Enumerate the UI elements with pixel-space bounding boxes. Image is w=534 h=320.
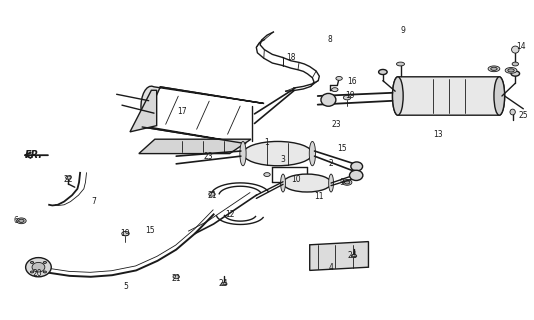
Ellipse shape: [43, 261, 46, 263]
Ellipse shape: [328, 174, 333, 192]
Ellipse shape: [349, 170, 363, 180]
Text: 12: 12: [225, 210, 234, 219]
Ellipse shape: [510, 109, 515, 115]
Text: 2: 2: [329, 159, 333, 168]
Ellipse shape: [512, 62, 519, 66]
Text: 5: 5: [123, 282, 128, 291]
Text: FR.: FR.: [25, 150, 43, 160]
Text: 18: 18: [286, 53, 296, 62]
Ellipse shape: [379, 69, 387, 75]
Text: 24: 24: [348, 252, 357, 260]
Text: 23: 23: [332, 120, 341, 129]
Ellipse shape: [344, 181, 350, 184]
Ellipse shape: [283, 174, 331, 192]
Text: 19: 19: [345, 92, 355, 100]
Ellipse shape: [491, 67, 497, 70]
Text: 6: 6: [13, 216, 19, 225]
Text: 8: 8: [328, 36, 332, 44]
Text: 24: 24: [218, 279, 228, 288]
Text: 4: 4: [328, 263, 334, 272]
Ellipse shape: [30, 271, 34, 273]
Text: 9: 9: [339, 178, 344, 187]
Text: 13: 13: [433, 130, 443, 139]
Text: 1: 1: [265, 138, 269, 147]
Ellipse shape: [209, 192, 215, 196]
Ellipse shape: [332, 88, 338, 92]
Text: 19: 19: [121, 229, 130, 238]
Ellipse shape: [351, 162, 363, 171]
Ellipse shape: [488, 66, 500, 72]
Text: 3: 3: [280, 156, 286, 164]
Ellipse shape: [351, 254, 357, 258]
Ellipse shape: [19, 219, 24, 222]
Text: 15: 15: [337, 144, 347, 153]
Ellipse shape: [309, 141, 316, 166]
Text: 21: 21: [171, 274, 181, 283]
Text: 11: 11: [315, 192, 324, 201]
Polygon shape: [310, 242, 368, 270]
Ellipse shape: [30, 261, 34, 263]
Ellipse shape: [512, 46, 519, 53]
Text: 20: 20: [33, 269, 42, 278]
Text: 7: 7: [91, 197, 96, 206]
Ellipse shape: [173, 275, 179, 279]
Polygon shape: [392, 77, 505, 115]
Ellipse shape: [240, 141, 246, 166]
Text: 16: 16: [348, 77, 357, 86]
Text: 23: 23: [203, 152, 213, 161]
Text: 22: 22: [64, 175, 73, 184]
Ellipse shape: [511, 71, 520, 76]
Text: 9: 9: [400, 26, 406, 35]
Ellipse shape: [122, 231, 129, 236]
Ellipse shape: [264, 173, 270, 176]
Ellipse shape: [17, 218, 26, 224]
Ellipse shape: [66, 176, 71, 179]
Ellipse shape: [505, 68, 517, 73]
Ellipse shape: [222, 282, 227, 285]
Text: 17: 17: [177, 108, 186, 116]
Ellipse shape: [508, 69, 514, 72]
Ellipse shape: [243, 141, 312, 166]
Text: 15: 15: [145, 226, 154, 235]
Ellipse shape: [26, 258, 51, 277]
Ellipse shape: [336, 76, 342, 80]
Ellipse shape: [396, 62, 405, 66]
Ellipse shape: [43, 271, 46, 273]
Polygon shape: [130, 90, 156, 132]
Polygon shape: [141, 86, 263, 144]
Ellipse shape: [281, 174, 285, 192]
Text: 14: 14: [516, 42, 525, 51]
Ellipse shape: [32, 262, 45, 272]
Ellipse shape: [392, 77, 403, 115]
Text: 10: 10: [292, 175, 301, 184]
Text: 21: 21: [207, 191, 217, 200]
Ellipse shape: [321, 93, 336, 106]
Polygon shape: [139, 139, 251, 154]
Ellipse shape: [494, 77, 505, 115]
Ellipse shape: [343, 95, 351, 100]
Text: 25: 25: [519, 111, 528, 120]
Ellipse shape: [342, 180, 352, 185]
